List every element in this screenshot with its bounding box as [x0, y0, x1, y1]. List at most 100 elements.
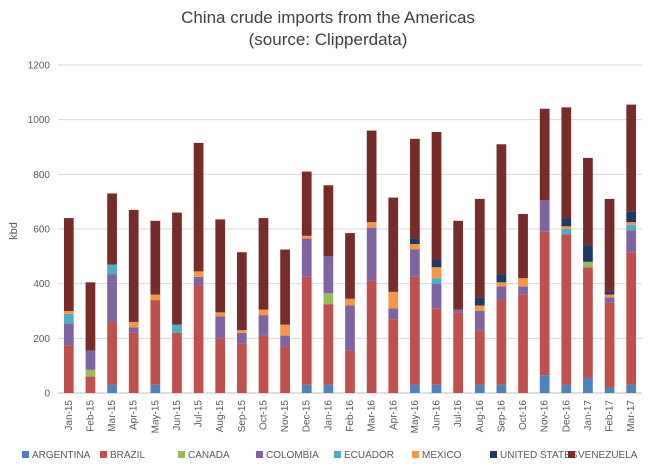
- bar-segment-venezuela: [410, 138, 420, 239]
- bar-segment-brazil: [496, 300, 507, 385]
- bar-segment-argentina: [323, 384, 334, 393]
- legend-label: ARGENTINA: [32, 450, 91, 461]
- bar-segment-brazil: [128, 332, 139, 393]
- y-tick-label: 1200: [28, 61, 51, 72]
- bar-segment-colombia: [85, 350, 96, 370]
- x-tick-label: Feb-16: [345, 400, 356, 432]
- bar-segment-venezuela: [431, 131, 442, 260]
- bar-segment-venezuela: [388, 197, 399, 292]
- bar-segment-colombia: [107, 274, 117, 322]
- bar-segment-venezuela: [604, 198, 615, 292]
- bar-segment-united-states: [604, 291, 615, 295]
- bar-segment-colombia: [280, 335, 290, 347]
- bar-segment-mexico: [345, 298, 355, 306]
- bar-segment-colombia: [258, 315, 269, 336]
- x-tick-label: Dec-16: [561, 400, 572, 433]
- legend-swatch: [256, 451, 263, 458]
- bar-segment-venezuela: [518, 213, 528, 279]
- bar-segment-brazil: [301, 276, 312, 385]
- legend-label: COLOMBIA: [266, 450, 319, 461]
- bar-segment-united-states: [583, 245, 593, 262]
- x-tick-label: Nov-15: [280, 400, 291, 433]
- bar-segment-colombia: [453, 309, 464, 313]
- bar-segment-mexico: [474, 305, 485, 311]
- bar-segment-argentina: [583, 377, 593, 393]
- legend-swatch: [490, 451, 497, 458]
- legend-label: ECUADOR: [344, 450, 394, 461]
- bar-segment-colombia: [518, 286, 528, 295]
- bar-segment-brazil: [366, 280, 377, 393]
- bars: [63, 104, 637, 393]
- bar-segment-colombia: [604, 297, 615, 303]
- bar-segment-ecuador: [107, 264, 117, 275]
- legend-swatch: [568, 451, 575, 458]
- bar-segment-brazil: [280, 346, 290, 393]
- bar-segment-colombia: [193, 276, 204, 286]
- bar-segment-colombia: [345, 305, 355, 351]
- x-tick-label: Jan-17: [583, 400, 594, 431]
- bar-segment-venezuela: [150, 220, 161, 295]
- bar-segment-ecuador: [626, 224, 637, 231]
- bar-segment-argentina: [301, 384, 312, 393]
- bar-segment-argentina: [107, 384, 117, 393]
- x-tick-label: Aug-16: [475, 400, 486, 433]
- legend-label: VENEZUELA: [578, 450, 638, 461]
- bar-segment-brazil: [518, 294, 528, 393]
- bar-segment-brazil: [193, 285, 204, 393]
- bar-segment-ecuador: [561, 229, 572, 235]
- x-tick-label: Aug-15: [215, 400, 226, 433]
- x-tick-label: Feb-15: [85, 400, 96, 432]
- bar-segment-canada: [85, 369, 96, 377]
- bar-segment-brazil: [215, 338, 226, 393]
- bar-segment-ecuador: [431, 278, 442, 284]
- legend-label: BRAZIL: [110, 450, 145, 461]
- bar-segment-colombia: [215, 316, 226, 339]
- bar-segment-brazil: [323, 304, 334, 385]
- bar-segment-brazil: [150, 300, 161, 385]
- legend-swatch: [22, 451, 29, 458]
- bar-segment-united-states: [410, 238, 420, 245]
- bar-segment-united-states: [561, 218, 572, 227]
- bar-segment-brazil: [258, 335, 269, 393]
- bar-segment-mexico: [280, 324, 290, 336]
- bar-segment-colombia: [323, 256, 334, 294]
- bar-segment-venezuela: [193, 142, 204, 272]
- bar-segment-venezuela: [128, 209, 139, 322]
- bar-segment-mexico: [63, 311, 74, 314]
- x-tick-label: Mar-16: [367, 400, 378, 432]
- bar-segment-venezuela: [63, 218, 74, 311]
- bar-segment-venezuela: [496, 144, 507, 275]
- x-tick-label: Nov-16: [540, 400, 551, 433]
- bar-segment-mexico: [388, 291, 399, 309]
- x-tick-label: Dec-15: [302, 400, 313, 433]
- chart-title-line2: (source: Clipperdata): [249, 30, 408, 49]
- bar-segment-venezuela: [258, 218, 269, 310]
- legend-label: UNITED STATES: [500, 450, 578, 461]
- x-tick-label: Jan-15: [64, 400, 75, 431]
- bar-segment-argentina: [539, 375, 550, 393]
- chart-title-line1: China crude imports from the Americas: [181, 8, 475, 27]
- x-tick-label: Feb-17: [605, 400, 616, 432]
- bar-segment-mexico: [604, 294, 615, 298]
- bar-segment-united-states: [626, 211, 637, 223]
- bar-segment-argentina: [604, 387, 615, 393]
- bar-segment-venezuela: [583, 157, 593, 246]
- bar-segment-argentina: [496, 384, 507, 393]
- bar-segment-argentina: [626, 384, 637, 393]
- bar-segment-argentina: [561, 384, 572, 393]
- x-tick-label: Oct-15: [258, 400, 269, 430]
- bar-segment-mexico: [301, 235, 312, 239]
- bar-segment-venezuela: [626, 104, 637, 212]
- bar-segment-venezuela: [107, 193, 117, 265]
- bar-segment-venezuela: [453, 220, 464, 310]
- y-tick-label: 400: [33, 279, 50, 290]
- y-tick-label: 0: [44, 389, 50, 400]
- bar-segment-ecuador: [172, 324, 182, 333]
- bar-segment-colombia: [626, 230, 637, 253]
- y-tick-labels: 0 200 400 600 800 1000 1200: [28, 61, 51, 400]
- x-tick-label: Apr-15: [129, 400, 140, 430]
- x-tick-label: Sep-16: [496, 400, 507, 433]
- bar-segment-brazil: [583, 267, 593, 378]
- bar-segment-venezuela: [301, 171, 312, 236]
- bar-segment-venezuela: [85, 282, 96, 351]
